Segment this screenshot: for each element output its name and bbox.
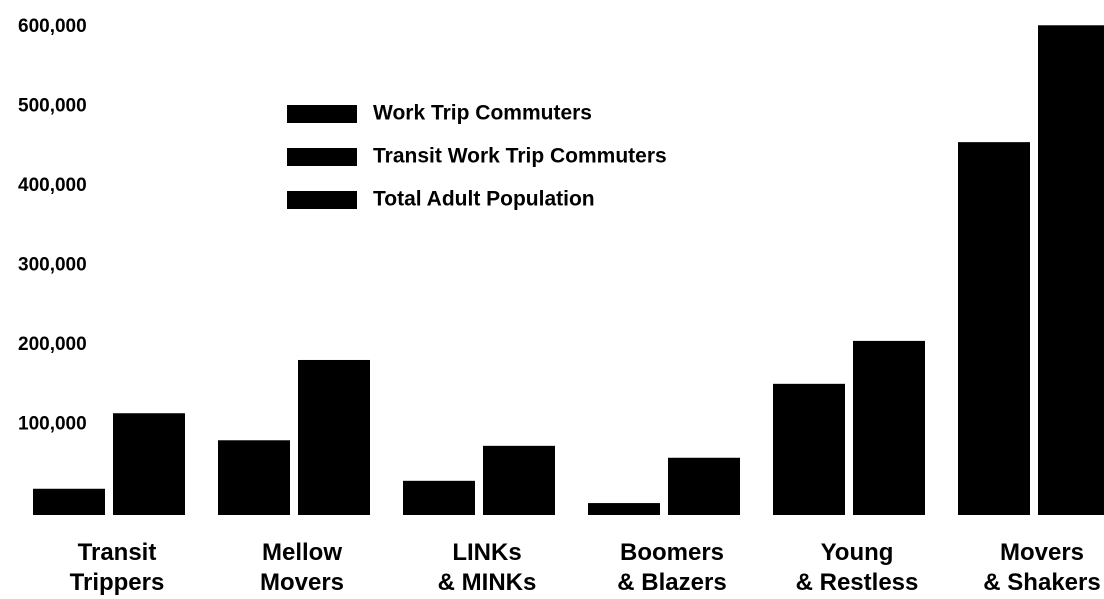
x-tick-line: & MINKs <box>438 569 537 596</box>
y-tick-label: 100,000 <box>18 414 87 435</box>
x-tick-line: Movers <box>260 569 344 596</box>
y-tick-label: 600,000 <box>18 16 87 37</box>
bar <box>668 457 740 515</box>
x-tick-line: & Restless <box>796 569 919 596</box>
x-tick-label: Boomers & Blazers <box>617 539 726 596</box>
legend-label: Total Adult Population <box>373 188 595 211</box>
bar <box>958 142 1030 515</box>
bar <box>113 413 185 515</box>
x-tick-line: Young <box>821 539 894 566</box>
y-tick-label: 300,000 <box>18 255 87 276</box>
x-tick-line: Boomers <box>620 539 724 566</box>
x-tick-line: Transit <box>78 539 157 566</box>
x-tick-label: LINKs & MINKs <box>438 539 537 596</box>
x-tick-label: Movers & Shakers <box>983 539 1100 596</box>
y-tick-label: 400,000 <box>18 175 87 196</box>
y-tick-label: 200,000 <box>18 334 87 355</box>
legend-swatch <box>287 105 357 123</box>
legend-swatch <box>287 191 357 209</box>
bar <box>403 480 475 515</box>
legend-label: Transit Work Trip Commuters <box>373 145 667 168</box>
bar <box>588 503 660 515</box>
x-tick-line: Trippers <box>70 569 165 596</box>
bar <box>33 488 105 515</box>
x-tick-line: LINKs <box>452 539 521 566</box>
bar <box>773 383 845 515</box>
bar <box>298 359 370 515</box>
bar <box>853 340 925 515</box>
legend-label: Work Trip Commuters <box>373 102 592 125</box>
x-tick-label: Young & Restless <box>796 539 919 596</box>
bar <box>218 440 290 515</box>
bar <box>483 445 555 515</box>
x-tick-line: Movers <box>1000 539 1084 566</box>
x-tick-label: Transit Trippers <box>70 539 165 596</box>
x-tick-line: & Blazers <box>617 569 726 596</box>
x-tick-line: Mellow <box>262 539 342 566</box>
x-tick-line: & Shakers <box>983 569 1100 596</box>
bar <box>1038 25 1104 516</box>
y-tick-label: 500,000 <box>18 96 87 117</box>
x-tick-label: Mellow Movers <box>260 539 344 596</box>
legend-swatch <box>287 148 357 166</box>
